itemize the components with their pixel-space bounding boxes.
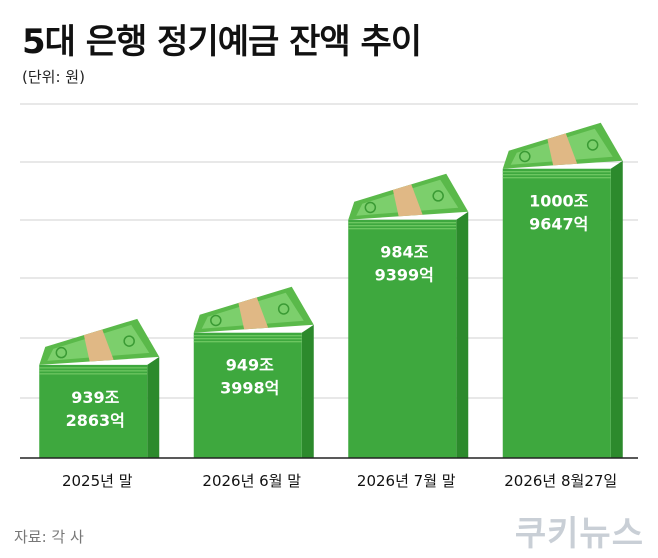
money-band xyxy=(238,297,269,330)
bar xyxy=(348,173,469,458)
bill-seal xyxy=(55,346,68,359)
bar-front xyxy=(39,364,148,458)
chart-title: 5대 은행 정기예금 잔액 추이 xyxy=(22,22,422,62)
bill-seal xyxy=(519,150,531,163)
bill-seal xyxy=(277,303,290,315)
data-label-line2: 3998억 xyxy=(220,379,279,398)
data-label-line1: 984조 xyxy=(380,243,428,262)
x-axis: 2025년 말 2026년 6월 말 2026년 7월 말 2026년 8월27일 xyxy=(20,457,638,490)
unit-label: (단위: 원) xyxy=(22,68,85,86)
bar xyxy=(502,122,623,459)
bar-chart: 939조 2863억 949조 3998억 984조 9399억 1000조 9647억 20… xyxy=(20,103,638,490)
data-label-line1: 949조 xyxy=(226,356,274,375)
money-stack-icon xyxy=(348,173,469,230)
bill-seal xyxy=(210,314,222,327)
bar xyxy=(39,318,160,458)
bar-side xyxy=(147,356,160,458)
bill-seal xyxy=(586,139,599,151)
data-label-line2: 2863억 xyxy=(66,411,125,430)
bar-front xyxy=(502,168,611,459)
bar-front xyxy=(193,332,302,458)
data-label-line2: 9399억 xyxy=(375,266,434,285)
data-labels: 939조 2863억 949조 3998억 984조 9399억 1000조 9647억 xyxy=(66,192,589,430)
x-tick-label: 2026년 7월 말 xyxy=(357,472,456,490)
bar-front xyxy=(348,219,457,458)
bars xyxy=(39,122,623,459)
publisher-watermark: 쿠키뉴스 xyxy=(514,514,644,554)
bill-seal xyxy=(432,190,444,202)
x-tick-label: 2026년 8월27일 xyxy=(504,472,617,490)
money-stack-icon xyxy=(502,122,623,179)
money-stack-icon xyxy=(39,318,160,375)
money-band xyxy=(83,329,114,362)
bar-side xyxy=(301,324,314,458)
money-band xyxy=(547,133,578,166)
bill-seal xyxy=(123,335,135,347)
data-label-line1: 939조 xyxy=(71,388,119,407)
money-band xyxy=(392,184,423,217)
source-note: 자료: 각 사 xyxy=(14,528,84,546)
bar-side xyxy=(610,160,623,459)
data-label-line1: 1000조 xyxy=(529,192,589,211)
bar-side xyxy=(456,211,469,458)
bill-seal xyxy=(364,201,377,214)
data-label-line2: 9647억 xyxy=(529,215,588,234)
x-tick-label: 2026년 6월 말 xyxy=(202,472,301,490)
x-tick-label: 2025년 말 xyxy=(62,472,133,490)
bar xyxy=(193,286,314,458)
money-stack-icon xyxy=(193,286,314,343)
